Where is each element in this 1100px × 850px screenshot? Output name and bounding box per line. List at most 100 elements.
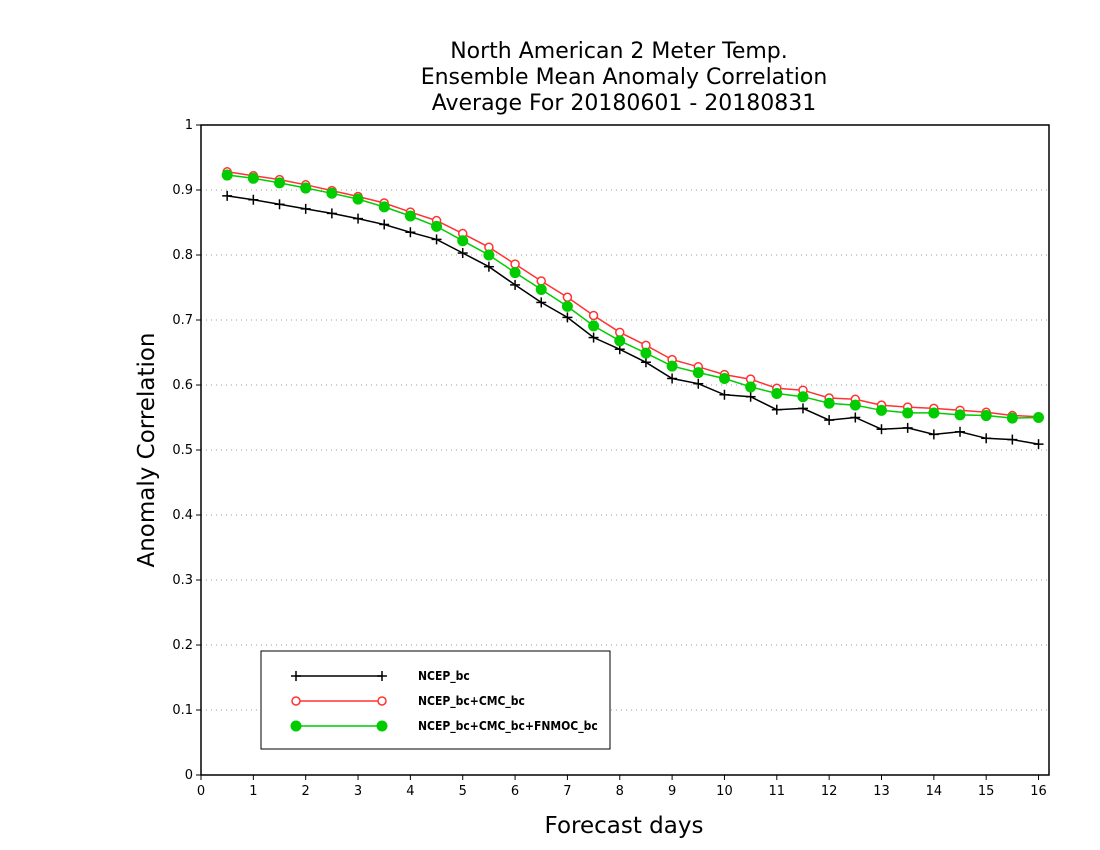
data-point (640, 347, 652, 359)
y-tick-label: 0.8 (172, 248, 193, 263)
x-axis-ticks: 0 1 2 3 4 5 6 7 8 9 10 11 12 13 14 15 16 (197, 775, 1047, 799)
title-line-2: Ensemble Mean Anomaly Correlation (421, 65, 828, 90)
data-point (1033, 412, 1045, 423)
x-tick-label: 0 (197, 784, 205, 799)
data-point (928, 429, 939, 440)
data-point (404, 210, 416, 222)
data-point (300, 182, 312, 194)
legend-marker (377, 671, 387, 681)
data-point (954, 409, 966, 421)
data-point (274, 199, 285, 210)
x-tick-label: 12 (821, 784, 838, 799)
data-point (928, 407, 940, 419)
series-0 (222, 190, 1044, 450)
series-line (227, 171, 1039, 418)
x-tick-label: 10 (716, 784, 733, 799)
data-point (693, 378, 704, 389)
data-point (510, 279, 521, 290)
y-tick-label: 0 (185, 768, 193, 783)
x-tick-label: 3 (354, 784, 362, 799)
x-tick-label: 2 (302, 784, 310, 799)
data-point (692, 367, 704, 379)
x-tick-label: 1 (249, 784, 257, 799)
title-line-1: North American 2 Meter Temp. (450, 39, 788, 64)
grid-lines (201, 189, 1049, 711)
data-point (326, 208, 337, 219)
x-tick-label: 15 (978, 784, 995, 799)
data-point (849, 399, 861, 411)
data-point (248, 194, 259, 205)
series-line (227, 174, 1039, 419)
data-point (510, 259, 520, 269)
title-line-3: Average For 20180601 - 20180831 (432, 91, 817, 116)
data-point (353, 213, 364, 224)
legend-entry: NCEP_bc (291, 669, 470, 684)
data-point (824, 415, 835, 426)
data-point (771, 404, 782, 415)
data-point (850, 412, 861, 423)
data-point (718, 373, 730, 384)
y-axis-label: Anomaly Correlation (134, 332, 160, 567)
legend-marker (290, 720, 302, 732)
data-point (640, 357, 651, 368)
x-axis-label: Forecast days (545, 813, 704, 839)
data-point (588, 310, 599, 321)
data-point (745, 391, 756, 402)
x-tick-label: 16 (1030, 784, 1047, 799)
legend-entry: NCEP_bc+CMC_bc+FNMOC_bc (290, 719, 598, 734)
x-tick-label: 8 (616, 784, 624, 799)
data-point (326, 187, 338, 199)
data-point (615, 327, 625, 338)
data-point (379, 219, 390, 230)
data-point (1006, 412, 1018, 424)
legend-entry: NCEP_bc+CMC_bc (291, 694, 525, 709)
data-point (561, 300, 573, 312)
data-point (431, 234, 442, 245)
y-tick-label: 0.9 (172, 183, 193, 198)
data-point (875, 404, 887, 416)
y-tick-label: 0.7 (172, 313, 193, 328)
data-point (955, 426, 966, 437)
data-point (876, 424, 887, 435)
data-point (666, 360, 678, 372)
data-point (980, 410, 992, 422)
y-tick-label: 0.3 (172, 573, 193, 588)
data-point (902, 407, 914, 419)
data-point (588, 320, 600, 332)
legend-label: NCEP_bc (418, 669, 470, 684)
data-point (536, 297, 547, 308)
y-tick-label: 0.6 (172, 378, 193, 393)
y-axis-ticks: 0 0.1 0.2 0.3 0.4 0.5 0.6 0.7 0.8 0.9 1 (172, 118, 201, 783)
data-point (535, 283, 547, 295)
data-point (300, 203, 311, 214)
data-point (719, 389, 730, 400)
data-point (509, 267, 521, 279)
x-tick-label: 6 (511, 784, 519, 799)
legend: NCEP_bc NCEP_bc+CMC_bc NCEP_bc+CMC_bc+FNMO… (260, 650, 611, 750)
series-1 (222, 167, 1044, 422)
chart-title: North American 2 Meter Temp. Ensemble Me… (421, 39, 828, 116)
series-2 (221, 169, 1045, 424)
legend-marker (376, 720, 388, 732)
x-tick-label: 5 (459, 784, 467, 799)
data-point (222, 190, 233, 201)
data-point (797, 391, 809, 403)
data-point (1033, 439, 1044, 450)
data-point (745, 381, 757, 393)
data-point (483, 261, 494, 272)
data-point (902, 422, 913, 433)
data-point (378, 201, 390, 213)
x-tick-label: 14 (926, 784, 943, 799)
legend-label: NCEP_bc+CMC_bc (418, 694, 525, 709)
x-tick-label: 11 (769, 784, 786, 799)
data-point (405, 227, 416, 238)
data-point (614, 335, 626, 347)
x-tick-label: 4 (406, 784, 414, 799)
y-tick-label: 0.5 (172, 443, 193, 458)
legend-label: NCEP_bc+CMC_bc+FNMOC_bc (418, 719, 598, 734)
y-tick-label: 0.2 (172, 638, 193, 653)
series-layer (221, 167, 1045, 450)
legend-marker (291, 671, 301, 681)
data-point (247, 172, 259, 184)
